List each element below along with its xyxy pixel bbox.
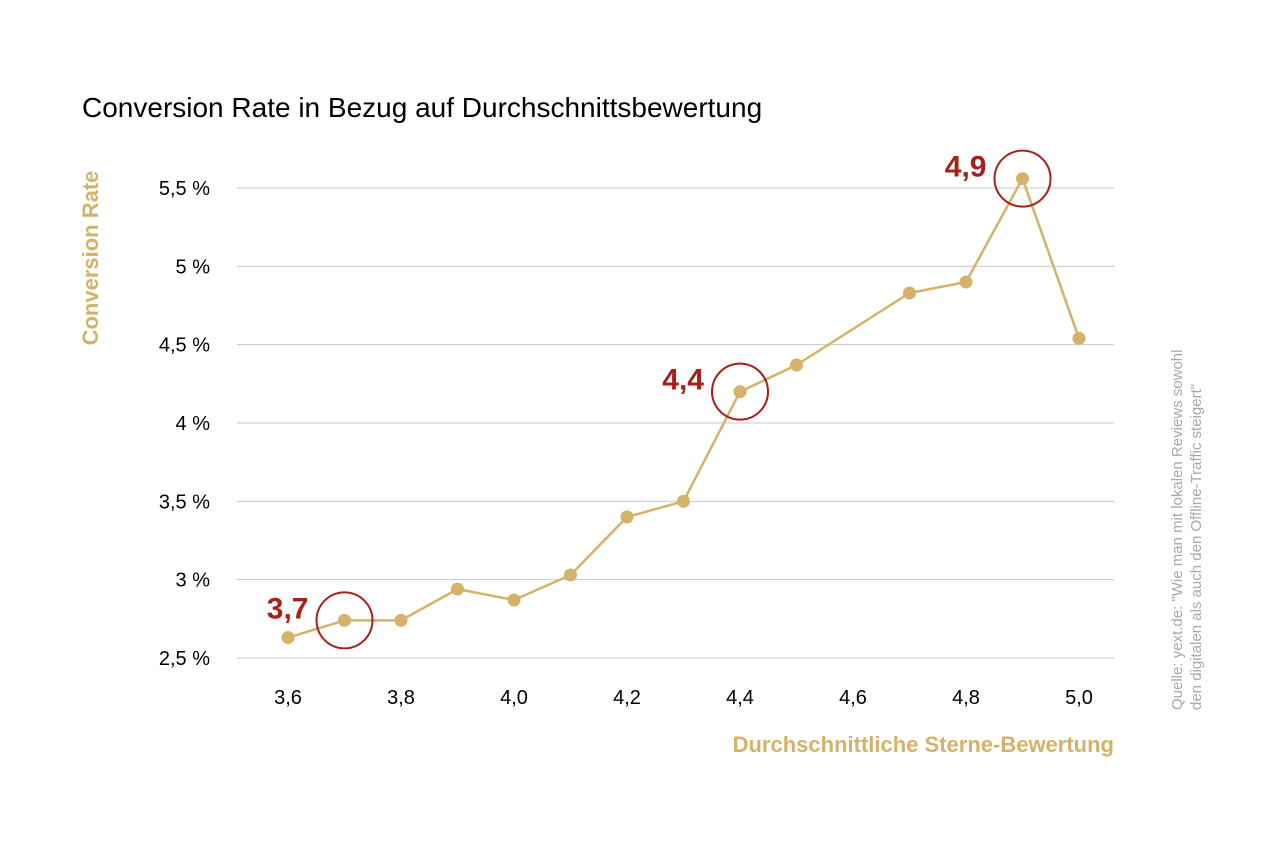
data-point	[959, 275, 973, 289]
y-tick-label: 5 %	[176, 256, 211, 278]
annotation-circle	[711, 362, 769, 421]
data-point	[564, 568, 577, 582]
x-tick-labels: 3,6 3,8 4,0 4,2 4,4 4,6 4,8 5,0	[274, 687, 1093, 709]
data-point	[507, 593, 521, 607]
source-note-line-1: Quelle: yext.de: "Wie man mit lokalen Re…	[1169, 350, 1186, 710]
grid	[237, 187, 1114, 659]
annotation-circle	[993, 149, 1052, 208]
y-tick-label: 2,5 %	[159, 648, 210, 670]
annotations: 3,7 4,4 4,9	[267, 149, 1052, 650]
data-point	[1016, 172, 1029, 186]
annotation-label: 4,4	[662, 364, 704, 397]
data-point	[281, 631, 295, 645]
annotation-label: 4,9	[945, 151, 987, 184]
data-point	[790, 358, 803, 372]
y-tick-label: 5,5 %	[159, 178, 210, 200]
data-point	[451, 582, 464, 596]
annotation-circle	[315, 591, 374, 650]
source-note-line-2: den digitalen als auch den Offline-Traff…	[1188, 384, 1205, 710]
x-tick-label: 5,0	[1065, 687, 1093, 709]
y-tick-label: 4 %	[176, 413, 211, 435]
x-tick-label: 4,2	[613, 687, 641, 709]
x-tick-label: 3,6	[274, 687, 302, 709]
x-axis-label: Durchschnittliche Sterne-Bewertung	[733, 732, 1114, 757]
annotation-label: 3,7	[267, 592, 309, 625]
series-line-group	[287, 177, 1081, 639]
data-point	[1072, 331, 1086, 345]
x-tick-label: 4,8	[952, 687, 980, 709]
data-point	[620, 510, 634, 524]
series-line	[287, 177, 1081, 639]
data-points	[281, 172, 1086, 645]
x-tick-label: 4,0	[500, 687, 528, 709]
data-point	[903, 286, 916, 300]
x-tick-label: 4,6	[839, 687, 867, 709]
y-tick-labels: 2,5 % 3 % 3,5 % 4 % 4,5 % 5 % 5,5 %	[159, 178, 210, 670]
x-tick-label: 4,4	[726, 687, 754, 709]
data-point	[338, 613, 351, 627]
x-tick-label: 3,8	[387, 687, 415, 709]
data-point	[394, 613, 408, 627]
chart-title: Conversion Rate in Bezug auf Durchschnit…	[82, 92, 762, 123]
data-point	[733, 385, 747, 399]
y-tick-label: 3 %	[176, 570, 211, 592]
y-tick-label: 3,5 %	[159, 491, 210, 513]
y-tick-label: 4,5 %	[159, 335, 210, 357]
y-axis-label: Conversion Rate	[78, 171, 103, 346]
data-point	[677, 494, 690, 508]
